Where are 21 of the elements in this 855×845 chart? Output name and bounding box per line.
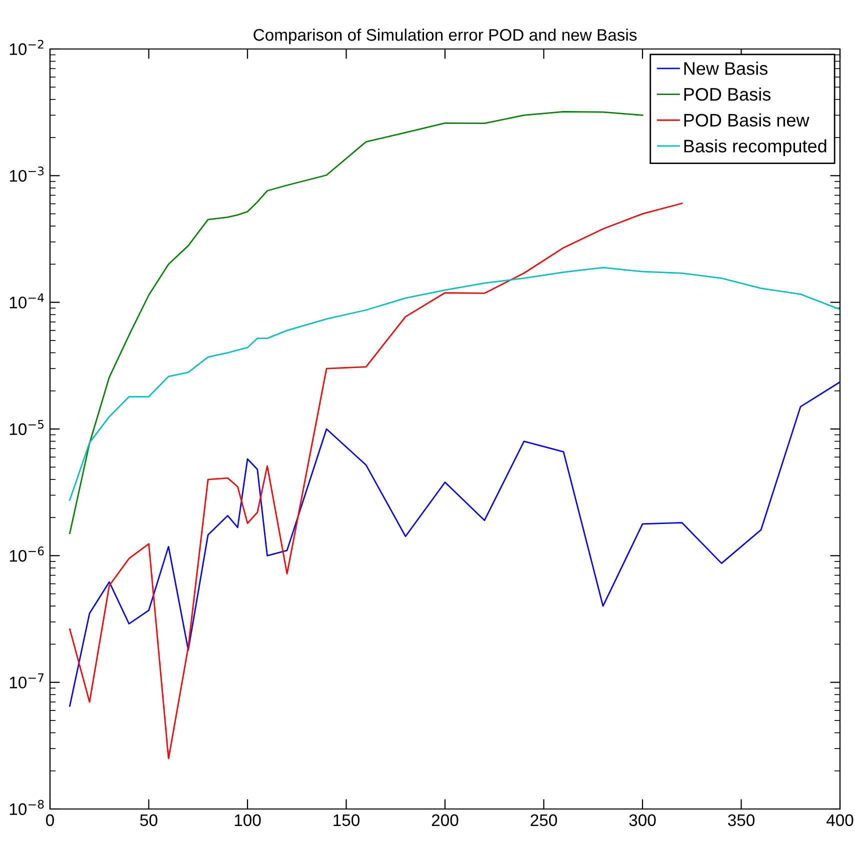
y-tick-label: 10$^{−6}$	[10, 546, 44, 562]
x-tick-label: 0	[46, 814, 54, 826]
legend-label: POD Basis new	[684, 113, 810, 127]
x-tick-label: 50	[140, 814, 158, 826]
chart-title: Comparison of Simulation error POD and new Basis	[254, 28, 637, 44]
x-tick-label: 200	[432, 814, 458, 826]
legend-label: New Basis	[684, 62, 768, 75]
y-tick-label: 10$^{−7}$	[10, 673, 44, 688]
y-tick-label: 10$^{−8}$	[10, 800, 44, 816]
y-tick-label: 10$^{−5}$	[10, 420, 44, 436]
y-tick-label: 10$^{−2}$	[10, 40, 44, 56]
legend-label: Basis recomputed	[684, 139, 826, 156]
legend-label: POD Basis	[684, 88, 770, 101]
y-tick-label: 10$^{−3}$	[10, 166, 44, 182]
x-tick-label: 150	[334, 814, 360, 826]
x-tick-label: 250	[530, 814, 558, 826]
y-tick-label: 10$^{−4}$	[10, 293, 44, 308]
x-tick-label: 300	[629, 814, 656, 826]
x-tick-label: 400	[826, 814, 854, 826]
x-tick-label: 100	[234, 814, 261, 826]
x-tick-label: 350	[728, 814, 755, 826]
